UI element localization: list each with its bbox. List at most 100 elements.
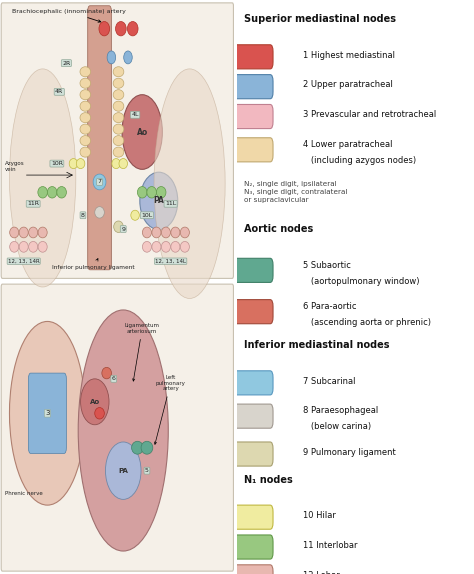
FancyBboxPatch shape xyxy=(225,75,273,99)
Text: 12 Lobar: 12 Lobar xyxy=(303,571,340,574)
Ellipse shape xyxy=(28,227,38,238)
FancyBboxPatch shape xyxy=(1,284,233,571)
Ellipse shape xyxy=(80,135,91,146)
Text: 11 Interlobar: 11 Interlobar xyxy=(303,541,358,550)
Text: 9 Pulmonary ligament: 9 Pulmonary ligament xyxy=(303,448,396,457)
Text: 7: 7 xyxy=(98,180,101,184)
Text: 2 Upper paratracheal: 2 Upper paratracheal xyxy=(303,80,393,90)
Ellipse shape xyxy=(113,147,124,157)
Ellipse shape xyxy=(171,242,180,252)
Ellipse shape xyxy=(95,408,104,419)
FancyBboxPatch shape xyxy=(225,371,273,395)
Ellipse shape xyxy=(9,242,19,252)
Text: N₁ nodes: N₁ nodes xyxy=(244,475,293,484)
Ellipse shape xyxy=(57,187,66,198)
FancyBboxPatch shape xyxy=(88,6,111,270)
Ellipse shape xyxy=(132,441,143,454)
Text: 5 Subaortic: 5 Subaortic xyxy=(303,261,351,270)
Ellipse shape xyxy=(122,95,162,169)
Ellipse shape xyxy=(137,187,147,198)
Text: Inferior pulmonary ligament: Inferior pulmonary ligament xyxy=(52,259,135,270)
FancyBboxPatch shape xyxy=(1,3,233,278)
Text: 5: 5 xyxy=(145,468,149,473)
Ellipse shape xyxy=(152,227,161,238)
Ellipse shape xyxy=(152,242,161,252)
Ellipse shape xyxy=(180,242,190,252)
Ellipse shape xyxy=(81,379,109,425)
FancyBboxPatch shape xyxy=(28,373,66,453)
Text: Aortic nodes: Aortic nodes xyxy=(244,224,313,234)
Ellipse shape xyxy=(161,242,171,252)
FancyBboxPatch shape xyxy=(225,535,273,559)
Ellipse shape xyxy=(80,124,91,134)
Ellipse shape xyxy=(78,310,168,551)
Ellipse shape xyxy=(107,51,116,64)
Text: Ligamentum
arteriosum: Ligamentum arteriosum xyxy=(125,323,160,381)
Text: N₂, single digit, ipsilateral
N₃, single digit, contralateral
or supraclavicular: N₂, single digit, ipsilateral N₃, single… xyxy=(244,181,347,203)
Text: Ao: Ao xyxy=(137,127,148,137)
Ellipse shape xyxy=(156,187,166,198)
Text: 10L: 10L xyxy=(141,213,153,218)
Ellipse shape xyxy=(80,101,91,111)
Text: (ascending aorta or phrenic): (ascending aorta or phrenic) xyxy=(303,318,431,327)
Ellipse shape xyxy=(80,113,91,123)
Text: 4L: 4L xyxy=(131,113,139,117)
Ellipse shape xyxy=(47,187,57,198)
Ellipse shape xyxy=(93,174,106,190)
Ellipse shape xyxy=(140,172,178,230)
Text: 6: 6 xyxy=(112,377,116,381)
Text: Brachiocephalic (innominate) artery: Brachiocephalic (innominate) artery xyxy=(12,9,126,22)
Ellipse shape xyxy=(38,227,47,238)
Ellipse shape xyxy=(141,441,153,454)
Text: (below carina): (below carina) xyxy=(303,422,372,432)
Ellipse shape xyxy=(154,69,225,298)
Ellipse shape xyxy=(113,101,124,111)
Ellipse shape xyxy=(124,51,132,64)
Text: Azygos
vein: Azygos vein xyxy=(5,161,24,172)
Ellipse shape xyxy=(28,242,38,252)
Text: 4R: 4R xyxy=(55,90,64,94)
Text: 11R: 11R xyxy=(27,201,39,206)
Ellipse shape xyxy=(161,227,171,238)
FancyBboxPatch shape xyxy=(225,442,273,466)
Text: 10 Hilar: 10 Hilar xyxy=(303,511,336,520)
Text: 12, 13, 14L: 12, 13, 14L xyxy=(155,259,186,263)
FancyBboxPatch shape xyxy=(225,258,273,282)
Ellipse shape xyxy=(76,158,85,169)
Ellipse shape xyxy=(142,242,152,252)
Text: 6 Para-aortic: 6 Para-aortic xyxy=(303,302,357,311)
FancyBboxPatch shape xyxy=(225,300,273,324)
Text: 10R: 10R xyxy=(51,161,63,166)
Text: Superior mediastinal nodes: Superior mediastinal nodes xyxy=(244,14,396,24)
Ellipse shape xyxy=(113,113,124,123)
Ellipse shape xyxy=(9,69,76,287)
Text: 4 Lower paratracheal: 4 Lower paratracheal xyxy=(303,140,393,149)
Ellipse shape xyxy=(9,227,19,238)
Ellipse shape xyxy=(147,187,156,198)
Ellipse shape xyxy=(131,210,139,220)
Text: 9: 9 xyxy=(121,227,125,231)
Ellipse shape xyxy=(69,158,78,169)
Ellipse shape xyxy=(180,227,190,238)
Text: Left
pulmonary
artery: Left pulmonary artery xyxy=(155,375,186,444)
Text: 2R: 2R xyxy=(62,61,71,65)
Ellipse shape xyxy=(38,242,47,252)
Ellipse shape xyxy=(112,158,120,169)
Ellipse shape xyxy=(80,90,91,100)
Ellipse shape xyxy=(105,442,141,499)
Text: (including azygos nodes): (including azygos nodes) xyxy=(303,156,417,165)
FancyBboxPatch shape xyxy=(225,45,273,69)
Ellipse shape xyxy=(113,78,124,88)
Text: PA: PA xyxy=(154,196,164,205)
Ellipse shape xyxy=(119,158,128,169)
Text: PA: PA xyxy=(118,468,128,474)
Ellipse shape xyxy=(142,227,152,238)
Ellipse shape xyxy=(80,67,91,77)
Ellipse shape xyxy=(102,367,111,379)
Ellipse shape xyxy=(116,22,126,36)
Text: Phrenic nerve: Phrenic nerve xyxy=(5,491,43,496)
Text: 3: 3 xyxy=(45,410,50,416)
Text: 11L: 11L xyxy=(165,201,176,206)
Ellipse shape xyxy=(114,221,123,232)
FancyBboxPatch shape xyxy=(225,505,273,529)
